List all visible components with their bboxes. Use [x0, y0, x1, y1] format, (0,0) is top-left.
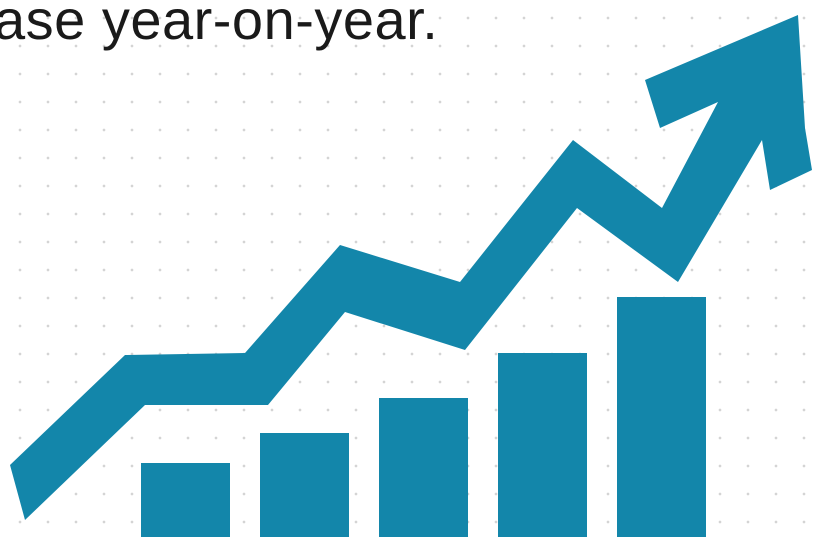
chart-bar-1	[141, 463, 230, 537]
bar-group	[141, 297, 706, 537]
trend-arrow-icon	[10, 15, 812, 520]
chart-bar-3	[379, 398, 468, 537]
chart-bar-5	[617, 297, 706, 537]
chart-bar-2	[260, 433, 349, 537]
chart-bar-4	[498, 353, 587, 537]
caption-text: ase year-on-year.	[0, 0, 439, 51]
